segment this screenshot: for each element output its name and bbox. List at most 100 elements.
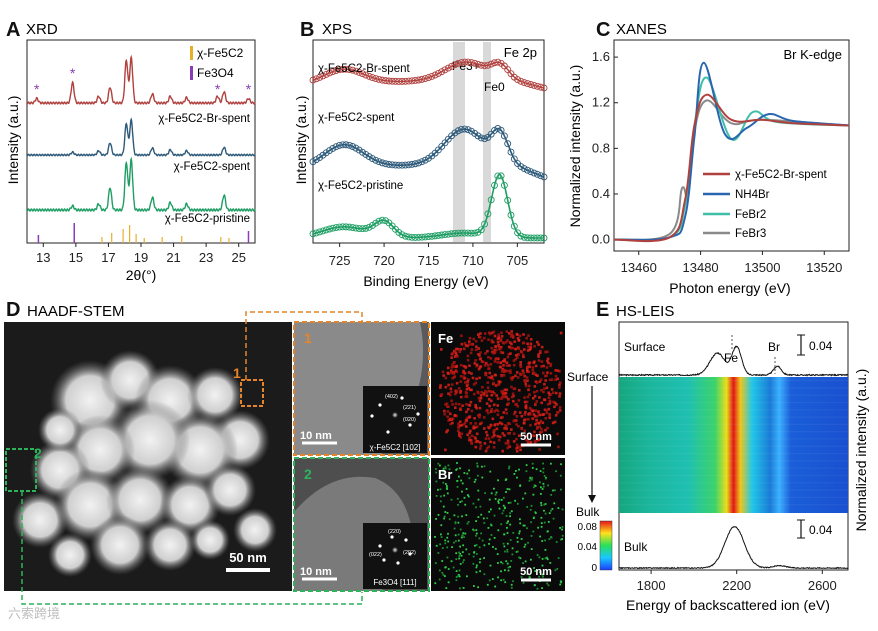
fe-pixel — [478, 406, 482, 410]
br-pixel — [461, 490, 463, 493]
fe-pixel — [501, 415, 504, 419]
fe-pixel — [524, 382, 527, 385]
br-pixel — [550, 462, 552, 465]
fe-pixel — [476, 440, 480, 443]
fe-pixel — [499, 416, 503, 420]
xps-point-red-7 — [332, 67, 340, 74]
fe-pixel — [457, 403, 461, 406]
xanes-trace-br-spent — [613, 93, 850, 243]
fe-pixel — [498, 347, 501, 351]
br-pixel — [555, 470, 557, 473]
xps-point-blue-17 — [365, 153, 373, 161]
br-pixel — [442, 481, 445, 484]
br-pixel — [442, 505, 445, 508]
leis-surface-label: Surface — [624, 340, 666, 354]
xanes-trace-nh4br — [613, 61, 850, 241]
fe-pixel — [558, 386, 561, 389]
fe-pixel — [523, 348, 526, 351]
fe-pixel — [558, 409, 562, 412]
fe-pixel — [484, 371, 488, 375]
fe-pixel — [473, 417, 476, 420]
fe-pixel — [512, 440, 516, 443]
br-pixel — [466, 575, 468, 578]
fe-pixel — [531, 409, 534, 413]
fe-pixel — [539, 378, 543, 381]
br-pixel — [473, 551, 475, 554]
fe-pixel — [531, 366, 535, 369]
br-pixel — [460, 554, 463, 557]
fe-pixel — [522, 355, 525, 359]
fe-pixel — [460, 334, 463, 338]
fe-pixel — [510, 395, 514, 399]
fe-pixel — [487, 356, 490, 359]
xps-point-green-52 — [481, 220, 489, 228]
br-pixel — [478, 537, 481, 540]
fe-pixel — [513, 419, 517, 422]
fe-pixel — [479, 447, 482, 450]
br-pixel — [536, 587, 539, 590]
fe-pixel — [466, 380, 470, 383]
fe-pixel — [483, 442, 487, 445]
fe-pixel — [505, 426, 508, 430]
fe-pixel — [522, 353, 525, 357]
br-pixel — [549, 562, 552, 564]
leis-cbar-tick-bottom: 0 — [591, 563, 597, 574]
br-pixel — [550, 494, 553, 496]
fe-pixel — [475, 377, 478, 381]
br-pixel — [490, 508, 492, 511]
br-pixel — [447, 581, 450, 584]
fe-pixel — [481, 385, 484, 389]
stem-particle-3 — [187, 367, 243, 423]
fe-pixel — [524, 384, 528, 388]
br-pixel — [477, 474, 479, 477]
br-pixel — [459, 563, 462, 565]
br-pixel — [533, 486, 535, 489]
fe-pixel — [529, 338, 533, 341]
br-pixel — [497, 562, 499, 564]
fe-pixel — [517, 424, 520, 428]
xrd-trace-br-spent — [26, 54, 256, 105]
fe-pixel — [452, 365, 456, 368]
fe-pixel — [535, 381, 539, 384]
xps-point-green-9 — [339, 223, 347, 231]
br-pixel — [458, 551, 460, 554]
heat-stripe-7 — [619, 431, 848, 433]
leis-arrow-bulk: Bulk — [576, 505, 600, 519]
fe-pixel — [518, 334, 522, 338]
xps-point-red-5 — [326, 69, 333, 77]
br-pixel — [477, 498, 480, 501]
fe-pixel — [490, 346, 494, 350]
br-pixel — [475, 571, 478, 574]
leis-bulk-trace — [619, 526, 849, 570]
fe-pixel — [510, 330, 513, 333]
fe-pixel — [485, 361, 488, 365]
xps-point-blue-65 — [524, 166, 531, 174]
fe-pixel — [500, 422, 504, 426]
panel-b-letter: B — [300, 19, 314, 41]
br-pixel — [532, 493, 535, 496]
br-pixel — [490, 523, 492, 526]
xanes-ytick-label-3: 1.2 — [592, 95, 610, 110]
fft-1-center — [392, 412, 398, 418]
map-br-label: Br — [438, 467, 452, 482]
br-pixel — [446, 492, 449, 495]
fe-pixel — [558, 369, 561, 373]
fe-pixel — [543, 382, 546, 386]
fe-pixel — [543, 387, 546, 390]
br-pixel — [490, 492, 493, 495]
br-pixel — [447, 532, 449, 535]
fe-pixel — [519, 448, 522, 452]
fe-pixel — [445, 430, 448, 434]
br-pixel — [455, 576, 458, 578]
xps-point-red-40 — [441, 66, 449, 74]
br-pixel — [443, 494, 446, 497]
fe-pixel — [472, 383, 476, 386]
xps-point-red-46 — [461, 58, 469, 66]
fe-pixel — [521, 369, 525, 372]
xps-point-blue-30 — [408, 160, 416, 168]
br-pixel — [498, 498, 501, 501]
fe-pixel — [459, 436, 462, 439]
heat-stripe-17 — [619, 504, 848, 506]
fe-pixel — [496, 341, 500, 344]
fe-pixel — [529, 345, 532, 349]
